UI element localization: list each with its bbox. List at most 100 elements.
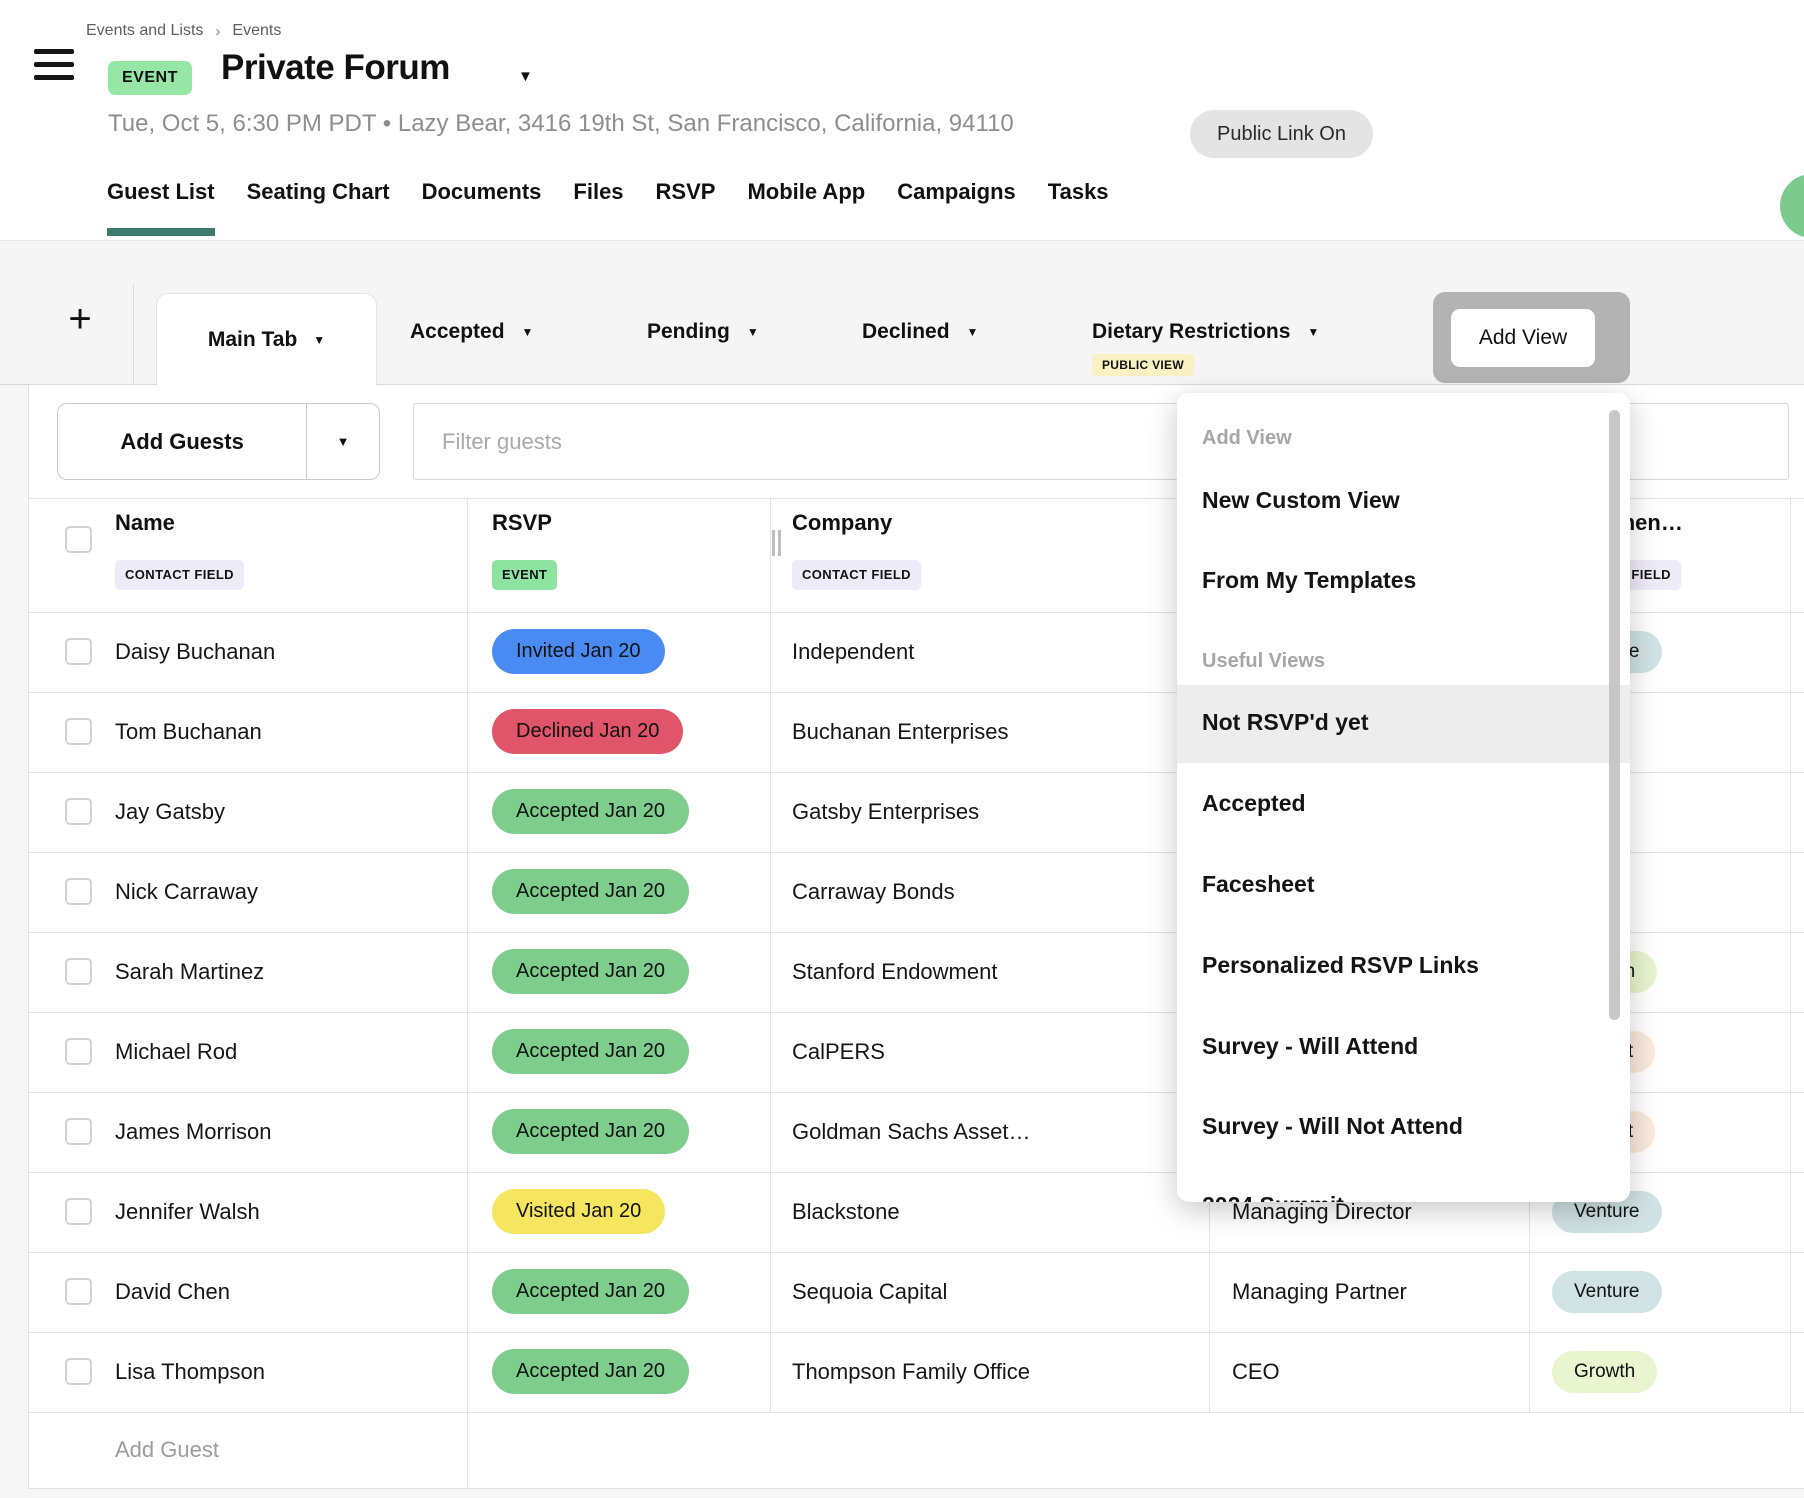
title-cell: CEO bbox=[1232, 1359, 1280, 1384]
nav-tab-seating-chart[interactable]: Seating Chart bbox=[246, 179, 390, 204]
nav-tab-guest-list[interactable]: Guest List bbox=[107, 166, 215, 236]
company-cell: Goldman Sachs Asset… bbox=[792, 1119, 1031, 1144]
tab-caret-icon: ▼ bbox=[521, 325, 534, 339]
dropdown-item-facesheet[interactable]: Facesheet bbox=[1202, 871, 1315, 897]
dropdown-item-personalized-rsvp-links[interactable]: Personalized RSVP Links bbox=[1202, 952, 1479, 978]
rsvp-status-badge[interactable]: Accepted Jan 20 bbox=[492, 789, 689, 834]
guest-name-cell[interactable]: Jay Gatsby bbox=[115, 799, 226, 824]
dropdown-item-new-custom-view[interactable]: New Custom View bbox=[1202, 487, 1400, 513]
dropdown-item-survey-will-not-attend[interactable]: Survey - Will Not Attend bbox=[1202, 1113, 1463, 1139]
tab-declined[interactable]: Declined ▼ bbox=[862, 320, 978, 344]
breadcrumb: Events and Lists › Events bbox=[86, 22, 281, 40]
rsvp-status-badge[interactable]: Accepted Jan 20 bbox=[492, 1349, 689, 1394]
page-title: Private Forum bbox=[221, 48, 450, 87]
add-guests-button[interactable]: Add Guests bbox=[120, 428, 244, 454]
app-header bbox=[0, 0, 1804, 241]
row-checkbox[interactable] bbox=[65, 798, 92, 825]
tab-main-tab[interactable]: Main Tab ▼ bbox=[156, 293, 377, 386]
guest-name-cell[interactable]: Tom Buchanan bbox=[115, 719, 262, 744]
company-cell: Carraway Bonds bbox=[792, 879, 955, 904]
dropdown-section-add-view: Add View bbox=[1202, 427, 1292, 449]
column-resize-handle[interactable] bbox=[772, 530, 781, 556]
tab-label: Accepted bbox=[410, 320, 505, 343]
rsvp-status-badge[interactable]: Visited Jan 20 bbox=[492, 1189, 666, 1234]
column-divider bbox=[1790, 498, 1791, 1412]
add-view-control: Add View bbox=[1433, 292, 1630, 383]
title-dropdown-caret-icon[interactable]: ▼ bbox=[518, 68, 533, 85]
public-view-badge: PUBLIC VIEW bbox=[1092, 354, 1194, 376]
row-checkbox[interactable] bbox=[65, 878, 92, 905]
row-divider bbox=[28, 1172, 1804, 1173]
row-divider bbox=[28, 612, 1804, 613]
guest-name-cell[interactable]: Lisa Thompson bbox=[115, 1359, 266, 1384]
nav-tab-tasks[interactable]: Tasks bbox=[1047, 179, 1109, 204]
dropdown-highlight bbox=[1177, 685, 1630, 763]
company-cell: Stanford Endowment bbox=[792, 959, 998, 984]
rsvp-status-badge[interactable]: Accepted Jan 20 bbox=[492, 1269, 689, 1314]
rsvp-status-badge[interactable]: Accepted Jan 20 bbox=[492, 869, 689, 914]
add-tab-button[interactable]: + bbox=[68, 297, 92, 341]
dropdown-item-from-my-templates[interactable]: From My Templates bbox=[1202, 567, 1417, 593]
nav-tab-rsvp[interactable]: RSVP bbox=[655, 179, 716, 204]
column-header-company: Company bbox=[792, 510, 893, 535]
public-link-status-badge[interactable]: Public Link On bbox=[1190, 110, 1373, 158]
add-view-button[interactable]: Add View bbox=[1451, 309, 1595, 367]
breadcrumb-events[interactable]: Events bbox=[232, 22, 282, 39]
row-checkbox[interactable] bbox=[65, 1358, 92, 1385]
tab-caret-icon: ▼ bbox=[313, 333, 326, 347]
row-checkbox[interactable] bbox=[65, 1198, 92, 1225]
row-divider bbox=[28, 932, 1804, 933]
nav-tab-files[interactable]: Files bbox=[573, 179, 624, 204]
nav-tab-documents[interactable]: Documents bbox=[421, 179, 542, 204]
tab-caret-icon: ▼ bbox=[1307, 325, 1320, 339]
table-border-bottom bbox=[28, 1488, 1804, 1489]
dropdown-item-survey-will-attend[interactable]: Survey - Will Attend bbox=[1202, 1033, 1419, 1059]
row-divider bbox=[28, 1332, 1804, 1333]
title-cell: Managing Director bbox=[1232, 1199, 1412, 1224]
row-checkbox[interactable] bbox=[65, 1278, 92, 1305]
row-checkbox[interactable] bbox=[65, 1038, 92, 1065]
select-all-checkbox[interactable] bbox=[65, 526, 92, 553]
breadcrumb-separator-icon: › bbox=[215, 22, 221, 40]
company-cell: Thompson Family Office bbox=[792, 1359, 1031, 1384]
dropdown-item-2024-summit[interactable]: 2024 Summit bbox=[1202, 1192, 1590, 1202]
row-checkbox[interactable] bbox=[65, 1118, 92, 1145]
guest-name-cell[interactable]: Sarah Martinez bbox=[115, 959, 265, 984]
breadcrumb-events-and-lists[interactable]: Events and Lists bbox=[86, 22, 204, 39]
add-guests-split-button[interactable]: Add Guests ▼ bbox=[57, 403, 380, 480]
rsvp-status-badge[interactable]: Declined Jan 20 bbox=[492, 709, 684, 754]
nav-tab-campaigns[interactable]: Campaigns bbox=[897, 179, 1016, 204]
rsvp-status-badge[interactable]: Accepted Jan 20 bbox=[492, 949, 689, 994]
tab-label: Dietary Restrictions bbox=[1092, 320, 1291, 343]
rsvp-status-badge[interactable]: Invited Jan 20 bbox=[492, 629, 665, 674]
company-cell: Blackstone bbox=[792, 1199, 900, 1224]
hamburger-menu-icon[interactable] bbox=[34, 49, 74, 81]
rsvp-status-badge[interactable]: Accepted Jan 20 bbox=[492, 1109, 689, 1154]
company-cell: Independent bbox=[792, 639, 915, 664]
guest-name-cell[interactable]: Nick Carraway bbox=[115, 879, 259, 904]
column-divider bbox=[770, 498, 771, 1412]
guest-name-cell[interactable]: James Morrison bbox=[115, 1119, 272, 1144]
add-guests-caret-icon[interactable]: ▼ bbox=[306, 404, 379, 479]
title-cell: Managing Partner bbox=[1232, 1279, 1407, 1304]
tab-pending[interactable]: Pending ▼ bbox=[647, 320, 759, 344]
dropdown-item-accepted[interactable]: Accepted bbox=[1202, 790, 1306, 816]
guest-name-cell[interactable]: Daisy Buchanan bbox=[115, 639, 276, 664]
tabbar-divider bbox=[133, 284, 134, 385]
guest-name-cell[interactable]: Michael Rod bbox=[115, 1039, 238, 1064]
dropdown-item-not-rsvp-d-yet[interactable]: Not RSVP'd yet bbox=[1202, 709, 1369, 735]
guest-name-cell[interactable]: David Chen bbox=[115, 1279, 230, 1304]
add-guest-row[interactable]: Add Guest bbox=[115, 1437, 219, 1462]
row-checkbox[interactable] bbox=[65, 718, 92, 745]
tab-caret-icon: ▼ bbox=[746, 325, 759, 339]
row-checkbox[interactable] bbox=[65, 638, 92, 665]
row-divider bbox=[28, 852, 1804, 853]
tab-accepted[interactable]: Accepted ▼ bbox=[410, 320, 533, 344]
nav-tab-mobile-app[interactable]: Mobile App bbox=[747, 179, 866, 204]
guest-name-cell[interactable]: Jennifer Walsh bbox=[115, 1199, 260, 1224]
dropdown-scrollbar-thumb[interactable] bbox=[1609, 410, 1620, 1020]
tab-dietary-restrictions[interactable]: Dietary Restrictions ▼ bbox=[1092, 320, 1319, 344]
row-checkbox[interactable] bbox=[65, 958, 92, 985]
tab-label: Pending bbox=[647, 320, 730, 343]
rsvp-status-badge[interactable]: Accepted Jan 20 bbox=[492, 1029, 689, 1074]
